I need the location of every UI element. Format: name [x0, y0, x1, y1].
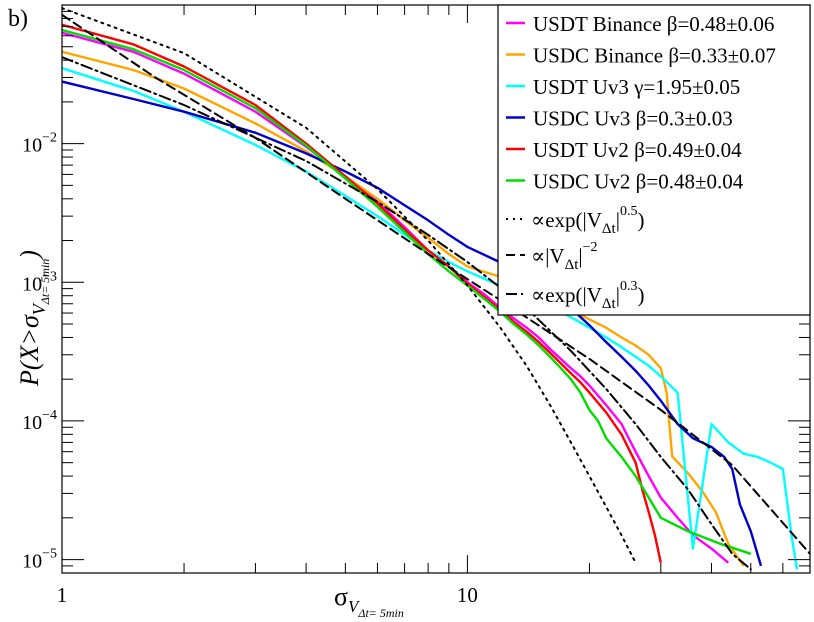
- y-tick-label: 10−2: [22, 131, 57, 157]
- legend-entry: USDC Uv2 β=0.48±0.04: [533, 170, 744, 194]
- legend-entry: USDT Uv3 γ=1.95±0.05: [533, 75, 740, 99]
- series-layer: [62, 23, 799, 570]
- y-label-prefix: P(X>σ: [15, 314, 44, 387]
- x-label-sub: V: [348, 597, 361, 616]
- svg-text:P(X>σVΔt= 5min): P(X>σVΔt= 5min): [15, 250, 52, 387]
- y-axis-label: P(X>σVΔt= 5min): [15, 250, 52, 387]
- x-tick-label: 1: [57, 583, 68, 607]
- y-label-subsub: Δt= 5min: [38, 259, 52, 305]
- legend-reference-entry: ∝exp(|VΔt|0.3): [531, 279, 644, 312]
- reference-line-dashdot: [62, 56, 752, 571]
- reference-lines-layer: [62, 7, 810, 571]
- series-line-5: [62, 23, 662, 563]
- series-line-6: [62, 28, 752, 555]
- x-axis-label: σVΔt= 5min: [334, 582, 404, 620]
- legend-entry: USDC Uv3 β=0.3±0.03: [533, 107, 733, 131]
- y-label-suffix: ): [15, 250, 44, 261]
- legend-reference-entry: ∝|VΔt|−2: [531, 240, 598, 273]
- y-tick-label: 10−4: [22, 408, 57, 434]
- reference-line-dotted: [62, 7, 637, 564]
- legend: USDT Binance β=0.48±0.06 USDC Binance β=0…: [497, 4, 811, 316]
- legend-entry: USDT Binance β=0.48±0.06: [533, 12, 774, 36]
- legend-entry: USDT Uv2 β=0.49±0.04: [533, 138, 742, 162]
- legend-reference-entry: ∝exp(|VΔt|0.5): [531, 204, 644, 237]
- x-tick-label: 10: [457, 583, 478, 607]
- series-line-3: [62, 67, 799, 570]
- reference-line-dashed: [62, 13, 810, 555]
- svg-text:σVΔt= 5min: σVΔt= 5min: [334, 582, 404, 620]
- legend-entry: USDC Binance β=0.33±0.07: [533, 44, 776, 68]
- y-label-sub: V: [29, 302, 49, 315]
- panel-label: b): [8, 6, 28, 32]
- x-label-main: σ: [334, 582, 348, 611]
- y-tick-label: 10−3: [22, 269, 57, 295]
- legend-box: [497, 4, 811, 316]
- x-label-subsub: Δt= 5min: [357, 606, 403, 620]
- y-tick-label: 10−5: [22, 547, 57, 573]
